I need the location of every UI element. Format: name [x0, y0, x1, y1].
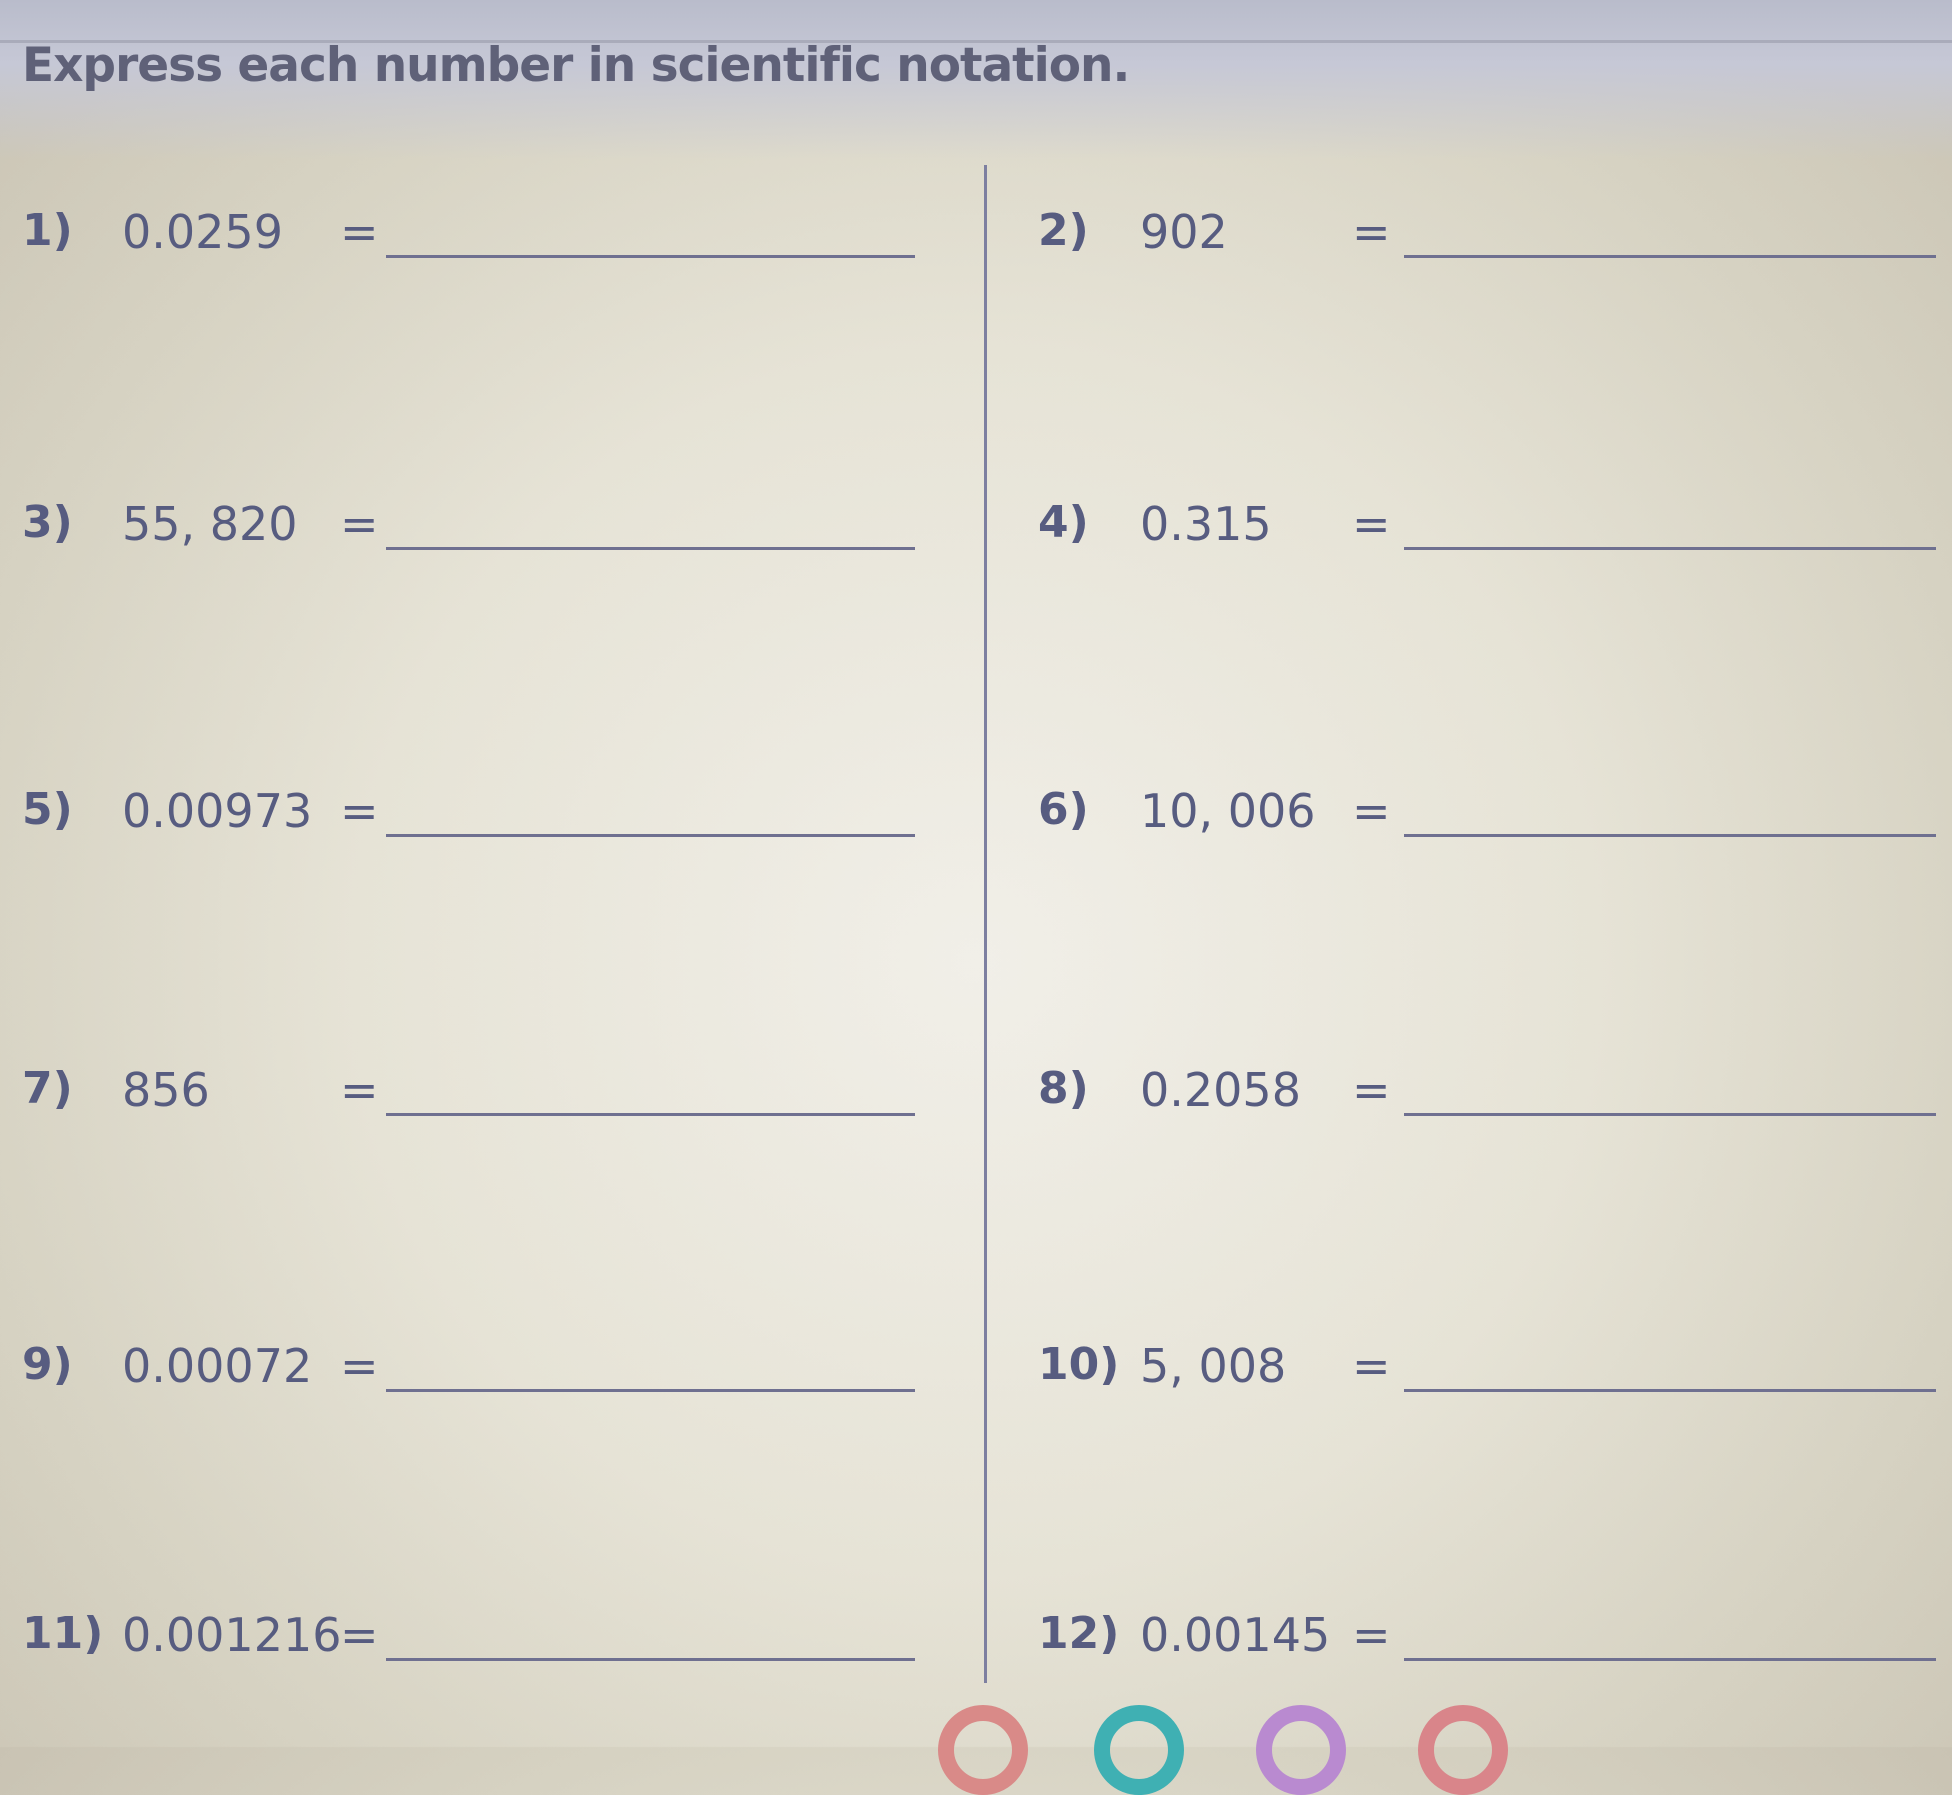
problem-value: 0.001216 — [122, 1608, 342, 1662]
answer-blank[interactable] — [1404, 834, 1936, 837]
problem-value: 0.0259 — [122, 205, 283, 259]
problem-number: 5) — [22, 784, 73, 835]
problem-number: 7) — [22, 1063, 73, 1114]
problem-number: 4) — [1038, 497, 1089, 548]
screen-edge-line — [0, 40, 1952, 43]
problem-value: 0.315 — [1140, 497, 1272, 551]
equals-sign: = — [340, 205, 379, 259]
problem-value: 5, 008 — [1140, 1339, 1287, 1393]
problem-number: 10) — [1038, 1339, 1120, 1390]
problem-number: 11) — [22, 1608, 104, 1659]
equals-sign: = — [340, 784, 379, 838]
equals-sign: = — [340, 497, 379, 551]
equals-sign: = — [340, 1339, 379, 1393]
purple-app-icon[interactable] — [1256, 1705, 1346, 1795]
problem-number: 9) — [22, 1339, 73, 1390]
answer-blank[interactable] — [1404, 547, 1936, 550]
equals-sign: = — [1352, 1608, 1391, 1662]
problem-value: 0.00973 — [122, 784, 313, 838]
screen-top-band — [0, 0, 1952, 160]
equals-sign: = — [1352, 497, 1391, 551]
equals-sign: = — [1352, 205, 1391, 259]
answer-blank[interactable] — [386, 1389, 915, 1392]
problem-number: 3) — [22, 497, 73, 548]
answer-blank[interactable] — [386, 1658, 915, 1661]
problem-value: 0.00072 — [122, 1339, 313, 1393]
problem-value: 856 — [122, 1063, 210, 1117]
answer-blank[interactable] — [386, 255, 915, 258]
teal-app-icon[interactable] — [1094, 1705, 1184, 1795]
answer-blank[interactable] — [386, 834, 915, 837]
answer-blank[interactable] — [1404, 1389, 1936, 1392]
equals-sign: = — [340, 1608, 379, 1662]
equals-sign: = — [1352, 1063, 1391, 1117]
problem-value: 0.00145 — [1140, 1608, 1331, 1662]
problem-number: 1) — [22, 205, 73, 256]
instructions-heading: Express each number in scientific notati… — [22, 38, 1130, 93]
answer-blank[interactable] — [1404, 255, 1936, 258]
problem-number: 6) — [1038, 784, 1089, 835]
equals-sign: = — [1352, 784, 1391, 838]
answer-blank[interactable] — [386, 547, 915, 550]
problem-value: 0.2058 — [1140, 1063, 1301, 1117]
problem-value: 10, 006 — [1140, 784, 1316, 838]
column-divider — [984, 165, 987, 1683]
answer-blank[interactable] — [386, 1113, 915, 1116]
problem-value: 55, 820 — [122, 497, 298, 551]
red-app-icon[interactable] — [1418, 1705, 1508, 1795]
answer-blank[interactable] — [1404, 1113, 1936, 1116]
problem-number: 12) — [1038, 1608, 1120, 1659]
problem-value: 902 — [1140, 205, 1228, 259]
problem-number: 2) — [1038, 205, 1089, 256]
equals-sign: = — [340, 1063, 379, 1117]
problem-number: 8) — [1038, 1063, 1089, 1114]
answer-blank[interactable] — [1404, 1658, 1936, 1661]
chrome-icon[interactable] — [938, 1705, 1028, 1795]
equals-sign: = — [1352, 1339, 1391, 1393]
